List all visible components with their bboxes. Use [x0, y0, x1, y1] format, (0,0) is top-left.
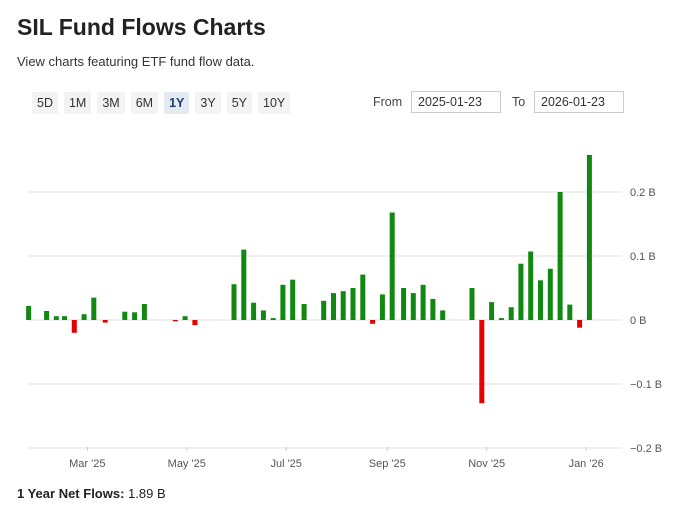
page-title: SIL Fund Flows Charts: [17, 14, 266, 40]
bar-35: [469, 288, 475, 320]
bar-39: [508, 307, 514, 320]
bar-8: [122, 311, 128, 320]
bar-26: [360, 274, 366, 320]
range-button-1m[interactable]: 1M: [63, 92, 92, 114]
bar-44: [557, 192, 563, 320]
bar-45: [567, 304, 573, 320]
x-tick-label-3: Sep '25: [369, 458, 406, 470]
bar-47: [586, 154, 592, 320]
x-tick-label-2: Jul '25: [270, 458, 301, 470]
bar-36: [479, 320, 485, 404]
net-flows-label: 1 Year Net Flows:: [17, 486, 125, 501]
x-tick-label-4: Nov '25: [468, 458, 505, 470]
y-tick-label-0: 0.2 B: [630, 187, 656, 199]
y-tick-label-1: 0.1 B: [630, 251, 656, 263]
net-flows-summary: 1 Year Net Flows: 1.89 B: [17, 486, 166, 501]
bar-33: [430, 298, 436, 320]
y-tick-label-3: −0.1 B: [630, 379, 662, 391]
bar-16: [251, 302, 257, 320]
bar-4: [71, 320, 77, 333]
bar-3: [62, 316, 67, 320]
range-button-1y[interactable]: 1Y: [164, 92, 190, 114]
bar-2: [53, 316, 59, 320]
bar-22: [321, 300, 327, 320]
bar-40: [518, 263, 524, 320]
range-button-3m[interactable]: 3M: [97, 92, 125, 114]
bar-9: [132, 312, 138, 320]
bar-7: [102, 320, 108, 323]
bar-29: [389, 212, 395, 320]
fund-flows-chart: 0.2 B 0.1 B 0 B −0.1 B −0.2 B Mar '25 May '25 J…: [26, 154, 662, 470]
y-tick-label-4: −0.2 B: [630, 443, 662, 455]
range-button-10y[interactable]: 10Y: [258, 92, 291, 114]
from-date-input[interactable]: [411, 91, 501, 113]
bar-23: [331, 293, 336, 320]
x-tick-label-5: Jan '26: [569, 458, 604, 470]
bar-43: [547, 268, 553, 320]
bar-41: [528, 251, 534, 320]
bar-21: [301, 304, 307, 320]
bar-1: [44, 311, 50, 320]
bar-42: [538, 280, 543, 320]
bar-19: [280, 284, 286, 320]
bar-0: [26, 305, 32, 320]
bar-46: [577, 320, 583, 328]
bar-25: [350, 288, 356, 320]
bar-20: [290, 279, 296, 320]
range-button-5d[interactable]: 5D: [32, 92, 58, 114]
bar-30: [401, 288, 407, 320]
range-button-3y[interactable]: 3Y: [195, 92, 221, 114]
bar-17: [260, 310, 266, 320]
bar-18: [270, 318, 276, 320]
bar-28: [379, 294, 385, 320]
bar-34: [440, 310, 446, 320]
range-selector: 5D 1M 3M 6M 1Y 3Y 5Y 10Y: [32, 92, 291, 114]
bar-27: [370, 320, 376, 324]
bar-38: [498, 318, 504, 320]
x-tick-label-1: May '25: [168, 458, 206, 470]
bar-13: [192, 320, 198, 326]
y-tick-label-2: 0 B: [630, 315, 647, 327]
x-tick-label-0: Mar '25: [69, 458, 105, 470]
bar-24: [340, 291, 346, 320]
range-button-6m[interactable]: 6M: [130, 92, 159, 114]
bar-31: [410, 293, 416, 320]
from-label: From: [373, 95, 403, 109]
bar-32: [420, 284, 426, 320]
bar-15: [241, 249, 247, 320]
bar-6: [91, 297, 97, 320]
bar-11: [172, 320, 178, 322]
to-label: To: [512, 95, 526, 109]
to-date-input[interactable]: [534, 91, 624, 113]
bar-14: [231, 284, 237, 320]
bar-10: [141, 304, 147, 320]
bar-37: [489, 302, 495, 320]
net-flows-value: 1.89 B: [128, 486, 166, 501]
page-subtitle: View charts featuring ETF fund flow data…: [17, 54, 255, 69]
bar-12: [182, 316, 188, 320]
range-button-5y[interactable]: 5Y: [226, 92, 252, 114]
bar-5: [81, 314, 87, 320]
